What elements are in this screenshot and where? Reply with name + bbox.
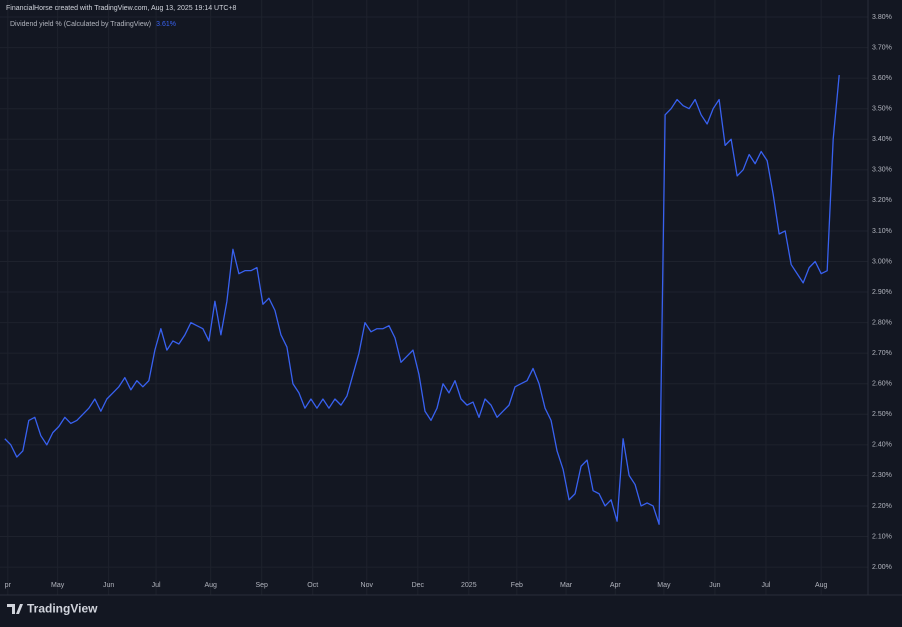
y-tick-label: 3.70% xyxy=(872,44,892,51)
y-tick-label: 2.50% xyxy=(872,411,892,418)
y-tick-label: 3.10% xyxy=(872,228,892,235)
logo-icon xyxy=(7,604,23,614)
legend-name: Dividend yield % (Calculated by TradingV… xyxy=(10,21,151,28)
y-tick-label: 3.50% xyxy=(872,106,892,113)
y-tick-label: 3.60% xyxy=(872,75,892,82)
y-tick-label: 2.00% xyxy=(872,564,892,571)
x-tick-label: Mar xyxy=(560,582,573,589)
y-tick-label: 3.80% xyxy=(872,14,892,21)
x-tick-label: Sep xyxy=(255,582,268,589)
x-tick-label: Jul xyxy=(152,582,161,589)
plot xyxy=(4,75,840,525)
x-tick-label: Feb xyxy=(511,582,523,589)
y-tick-label: 3.20% xyxy=(872,197,892,204)
logo: TradingView xyxy=(7,602,98,616)
logo-text: TradingView xyxy=(27,602,98,616)
x-tick-label: Nov xyxy=(361,582,374,589)
labels: 2.00% 2.10% 2.20% 2.30% 2.40% 2.50% 2.60% 2.70%… xyxy=(5,14,892,589)
x-tick-label: May xyxy=(51,582,65,589)
header: FinancialHorse created with TradingView.… xyxy=(6,5,237,12)
x-tick-label: Oct xyxy=(307,582,318,589)
y-tick-label: 3.00% xyxy=(872,258,892,265)
y-tick-label: 3.40% xyxy=(872,136,892,143)
data-line xyxy=(4,75,840,525)
y-tick-label: 2.70% xyxy=(872,350,892,357)
x-tick-label: Aug xyxy=(815,582,828,589)
x-tick-label: 2025 xyxy=(461,582,477,589)
y-tick-label: 2.80% xyxy=(872,319,892,326)
y-tick-label: 2.20% xyxy=(872,503,892,510)
x-tick-label: Jul xyxy=(761,582,770,589)
legend-value: 3.61% xyxy=(156,21,176,28)
x-tick-label: Aug xyxy=(204,582,217,589)
y-tick-label: 2.40% xyxy=(872,442,892,449)
x-tick-label: May xyxy=(657,582,671,589)
y-tick-label: 3.30% xyxy=(872,167,892,174)
y-tick-label: 2.30% xyxy=(872,472,892,479)
x-tick-label: Dec xyxy=(412,582,425,589)
x-tick-label: Jun xyxy=(709,582,720,589)
y-tick-label: 2.10% xyxy=(872,533,892,540)
x-tick-label: pr xyxy=(5,582,12,589)
x-tick-label: Jun xyxy=(103,582,114,589)
y-tick-label: 2.60% xyxy=(872,381,892,388)
x-tick-label: Apr xyxy=(610,582,622,589)
y-tick-label: 2.90% xyxy=(872,289,892,296)
